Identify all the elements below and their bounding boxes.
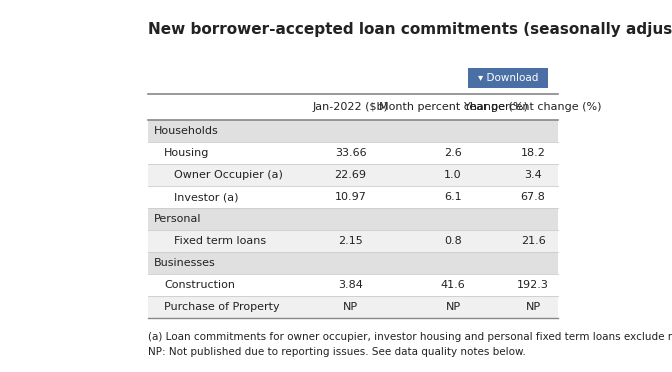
Bar	[148, 252, 558, 274]
Text: New borrower-accepted loan commitments (seasonally adjusted): New borrower-accepted loan commitments (…	[148, 22, 672, 37]
Text: 192.3: 192.3	[517, 280, 549, 290]
Text: 18.2: 18.2	[521, 148, 546, 158]
Bar	[148, 274, 558, 296]
Text: 3.4: 3.4	[524, 170, 542, 180]
Text: Month percent change (%): Month percent change (%)	[378, 102, 528, 112]
Text: 10.97: 10.97	[335, 192, 366, 202]
Bar	[148, 120, 558, 142]
Text: Construction: Construction	[164, 280, 235, 290]
Text: 6.1: 6.1	[444, 192, 462, 202]
Text: NP: Not published due to reporting issues. See data quality notes below.: NP: Not published due to reporting issue…	[148, 347, 526, 357]
Text: (a) Loan commitments for owner occupier, investor housing and personal fixed ter: (a) Loan commitments for owner occupier,…	[148, 332, 672, 342]
Text: Investor (a): Investor (a)	[174, 192, 239, 202]
Text: Households: Households	[154, 126, 219, 136]
Bar	[148, 230, 558, 252]
Bar	[148, 94, 558, 120]
Text: Purchase of Property: Purchase of Property	[164, 302, 280, 312]
Bar	[148, 296, 558, 318]
Text: NP: NP	[526, 302, 540, 312]
Text: Fixed term loans: Fixed term loans	[174, 236, 266, 246]
Text: 1.0: 1.0	[444, 170, 462, 180]
Text: Year percent change (%): Year percent change (%)	[464, 102, 601, 112]
Text: 2.6: 2.6	[444, 148, 462, 158]
Text: Housing: Housing	[164, 148, 210, 158]
Text: Personal: Personal	[154, 214, 202, 224]
Text: NP: NP	[343, 302, 358, 312]
Text: Jan-2022 ($b): Jan-2022 ($b)	[312, 102, 388, 112]
Text: 41.6: 41.6	[441, 280, 466, 290]
Text: 0.8: 0.8	[444, 236, 462, 246]
Text: 2.15: 2.15	[338, 236, 363, 246]
Text: 33.66: 33.66	[335, 148, 366, 158]
Text: 67.8: 67.8	[521, 192, 546, 202]
Text: 21.6: 21.6	[521, 236, 546, 246]
Bar	[148, 142, 558, 164]
FancyBboxPatch shape	[468, 68, 548, 88]
Text: 22.69: 22.69	[335, 170, 366, 180]
Bar	[148, 164, 558, 186]
Text: ▾ Download: ▾ Download	[478, 73, 538, 83]
Text: NP: NP	[446, 302, 460, 312]
Text: Businesses: Businesses	[154, 258, 216, 268]
Bar	[148, 208, 558, 230]
Bar	[148, 186, 558, 208]
Text: 3.84: 3.84	[338, 280, 363, 290]
Text: Owner Occupier (a): Owner Occupier (a)	[174, 170, 283, 180]
